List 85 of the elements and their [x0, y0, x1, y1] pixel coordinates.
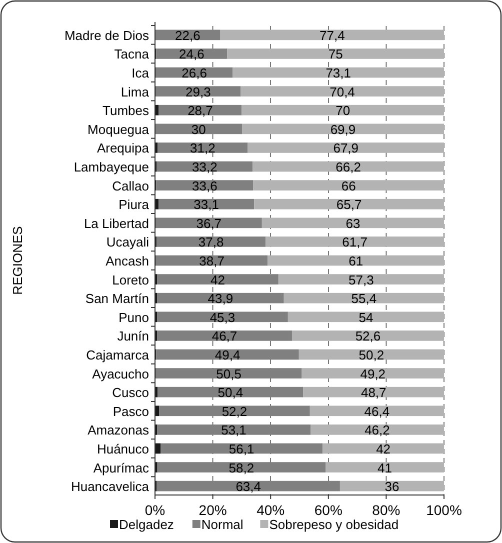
data-label: 57,3: [348, 272, 374, 288]
y-tick-label: Tacna: [114, 46, 150, 62]
y-tick-label: Cusco: [112, 385, 149, 400]
data-label: 22,6: [175, 28, 200, 43]
data-label: 46,4: [364, 404, 390, 419]
data-label: 53,1: [221, 422, 246, 438]
y-tick-label: Loreto: [112, 272, 149, 288]
data-label: 67,9: [333, 140, 359, 156]
x-tick-label: 40%: [256, 502, 285, 518]
data-label: 70: [336, 103, 350, 118]
x-tick-label: 0%: [144, 502, 166, 518]
y-tick-label: Apurímac: [93, 460, 150, 476]
y-tick-label: Amazonas: [88, 422, 150, 438]
y-tick-label: Puno: [118, 310, 149, 325]
y-tick-label: Moquegua: [88, 122, 150, 137]
data-label: 55,4: [351, 291, 377, 306]
data-label: 33,1: [194, 197, 219, 212]
data-label: 41: [378, 460, 392, 476]
data-label: 36,7: [196, 216, 222, 231]
y-tick-label: La Libertad: [84, 216, 149, 231]
data-label: 63,4: [236, 479, 262, 494]
y-tick-label: Ancash: [106, 254, 149, 268]
data-label: 73,1: [326, 66, 352, 81]
y-tick-label: Huánuco: [96, 441, 149, 456]
data-label: 46,7: [212, 328, 238, 344]
data-label: 50,2: [358, 347, 384, 362]
y-tick-label: Madre de Dios: [64, 28, 150, 43]
data-label: 63: [346, 216, 360, 231]
data-label: 49,4: [214, 347, 240, 362]
y-tick-label: Callao: [112, 178, 149, 194]
legend-label: Delgadez: [119, 517, 174, 532]
data-label: 33,6: [192, 178, 218, 194]
data-label: 36: [384, 479, 400, 494]
data-label: 38,7: [199, 254, 224, 268]
y-tick-label: Huancavelica: [70, 479, 150, 494]
data-label: 54: [358, 310, 374, 325]
y-tick-label: Lambayeque: [74, 160, 149, 175]
data-label: 58,2: [228, 460, 254, 476]
y-axis-title: REGIONES: [10, 226, 25, 295]
legend-label: Sobrepeso y obesidad: [269, 517, 399, 532]
y-tick-label: Cajamarca: [86, 347, 150, 362]
x-tick-label: 20%: [198, 502, 227, 518]
data-label: 26,6: [182, 66, 207, 81]
data-label: 52,2: [222, 404, 248, 419]
legend-label: Normal: [201, 517, 244, 532]
data-label: 65,7: [336, 197, 362, 212]
data-label: 45,3: [210, 310, 236, 325]
y-tick-label: Junín: [117, 328, 149, 344]
x-tick-label: 80%: [372, 502, 400, 518]
data-label: 29,3: [186, 84, 211, 100]
data-label: 75: [328, 46, 343, 62]
data-label: 31,2: [190, 140, 216, 156]
data-label: 61,7: [342, 234, 368, 250]
data-label: 66: [341, 178, 356, 194]
y-tick-label: Piura: [118, 197, 150, 212]
data-label: 52,6: [355, 328, 381, 344]
data-label: 43,9: [208, 291, 234, 306]
data-label: 69,9: [330, 122, 356, 137]
data-label: 56,1: [228, 441, 254, 456]
x-tick-label: 100%: [426, 502, 462, 518]
data-label: 50,4: [218, 385, 244, 400]
y-tick-label: Lima: [120, 84, 150, 100]
data-label: 28,7: [188, 103, 213, 118]
data-label: 30: [191, 122, 206, 137]
y-tick-label: Ucayali: [106, 234, 150, 250]
y-tick-label: San Martín: [85, 291, 149, 306]
y-tick-label: Ica: [132, 66, 150, 81]
y-tick-label: Ayacucho: [92, 366, 149, 382]
data-label: 42: [376, 441, 391, 456]
data-label: 49,2: [360, 366, 386, 382]
data-label: 66,2: [336, 160, 361, 175]
data-label: 42: [210, 272, 225, 288]
data-label: 48,7: [360, 385, 386, 400]
data-label: 50,5: [216, 366, 242, 382]
y-tick-label: Arequipa: [96, 140, 150, 156]
data-label: 46,2: [364, 422, 390, 438]
y-tick-label: Pasco: [112, 404, 149, 419]
data-label: 61: [348, 254, 364, 268]
data-label: 37,8: [198, 234, 224, 250]
data-label: 33,2: [192, 160, 218, 175]
data-label: 70,4: [330, 84, 355, 100]
data-label: 77,4: [320, 28, 345, 43]
data-label: 24,6: [179, 46, 204, 62]
y-tick-label: Tumbes: [102, 103, 150, 118]
x-tick-label: 60%: [314, 502, 342, 518]
